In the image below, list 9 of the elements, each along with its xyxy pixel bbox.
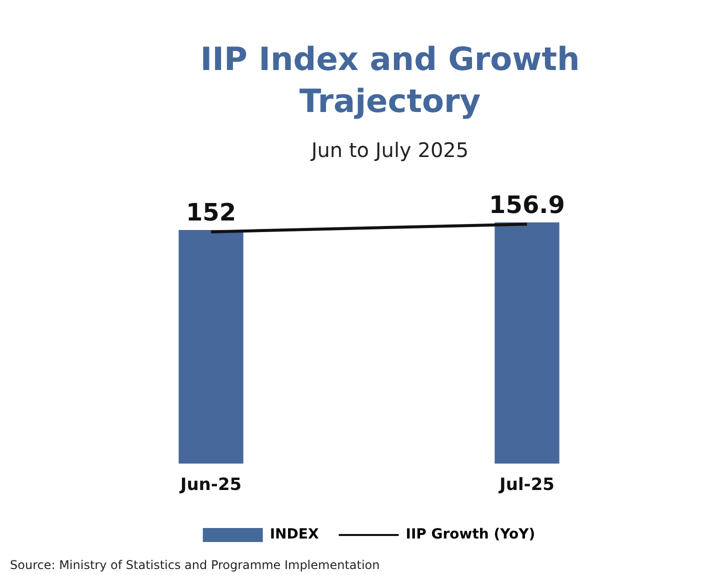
data-label: 156.9 <box>489 190 565 219</box>
legend-label: INDEX <box>270 526 319 543</box>
chart-title: IIP Index and Growth Trajectory <box>200 39 580 122</box>
data-label: 152 <box>186 198 236 227</box>
x-tick-label: Jul-25 <box>498 475 554 496</box>
chart-subtitle: Jun to July 2025 <box>309 138 470 162</box>
x-tick-label: Jun-25 <box>179 475 242 496</box>
legend-label: IIP Growth (YoY) <box>406 526 536 543</box>
source-note: Source: Ministry of Statistics and Programme Implementation <box>10 558 380 572</box>
